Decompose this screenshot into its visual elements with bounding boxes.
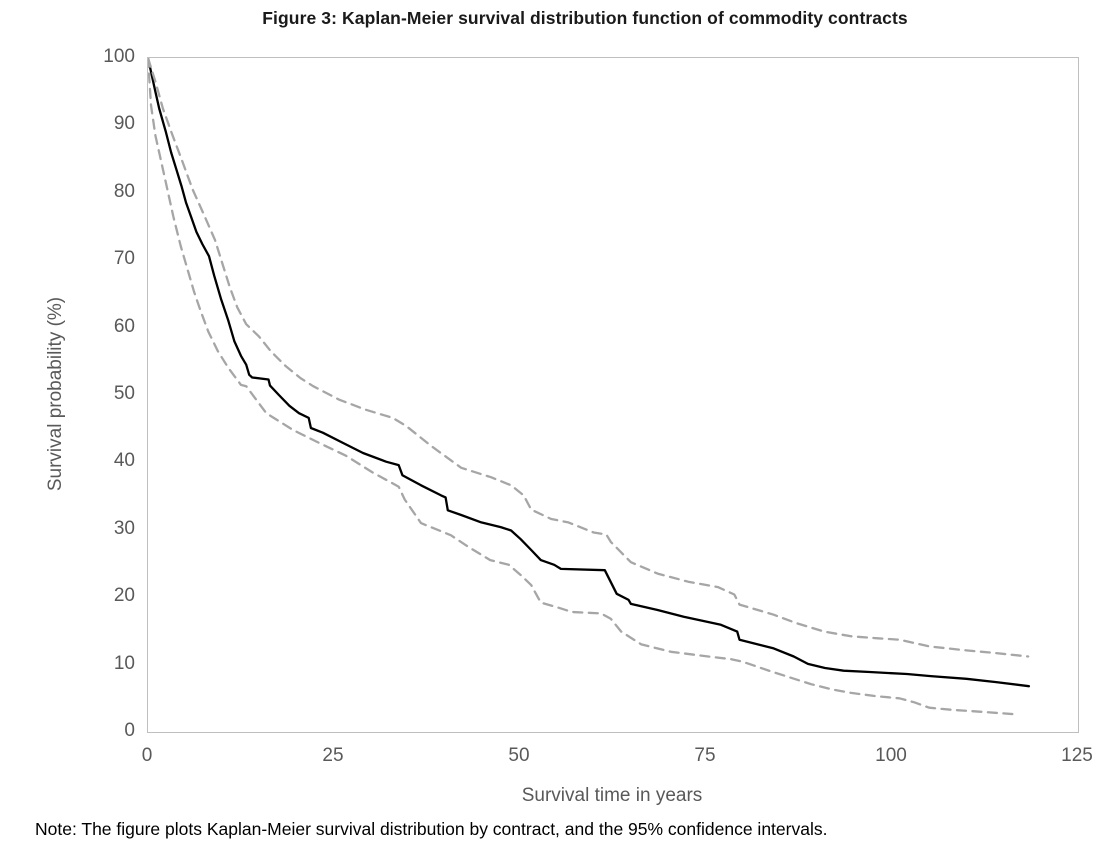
y-tick-label: 20 [113, 585, 135, 607]
y-tick-label: 70 [113, 248, 135, 270]
y-tick-label: 90 [113, 113, 135, 135]
y-tick-label: 100 [103, 46, 135, 67]
y-tick-label: 10 [113, 652, 135, 674]
y-tick-label: 30 [113, 517, 135, 539]
x-tick-label: 25 [322, 745, 344, 766]
plot-svg [148, 58, 1031, 716]
x-axis-title: Survival time in years [521, 785, 703, 806]
plot-area [147, 57, 1079, 733]
x-tick-label: 100 [875, 745, 907, 766]
y-tick-label: 40 [113, 450, 135, 472]
y-tick-label: 50 [113, 383, 135, 404]
y-tick-label: 80 [113, 180, 135, 202]
x-tick-label: 75 [694, 745, 716, 766]
chart-title: Figure 3: Kaplan-Meier survival distribu… [262, 8, 908, 28]
x-tick-label: 125 [1061, 745, 1093, 766]
y-tick-label: 0 [124, 720, 135, 741]
x-tick-label: 0 [141, 745, 153, 766]
x-tick-label: 50 [508, 745, 530, 766]
kaplan-meier-curve [148, 58, 1031, 688]
ci-upper-curve [148, 58, 1030, 658]
ci-lower-curve [148, 58, 1020, 716]
figure-note: Note: The figure plots Kaplan-Meier surv… [35, 819, 828, 839]
y-tick-label: 60 [113, 315, 135, 337]
